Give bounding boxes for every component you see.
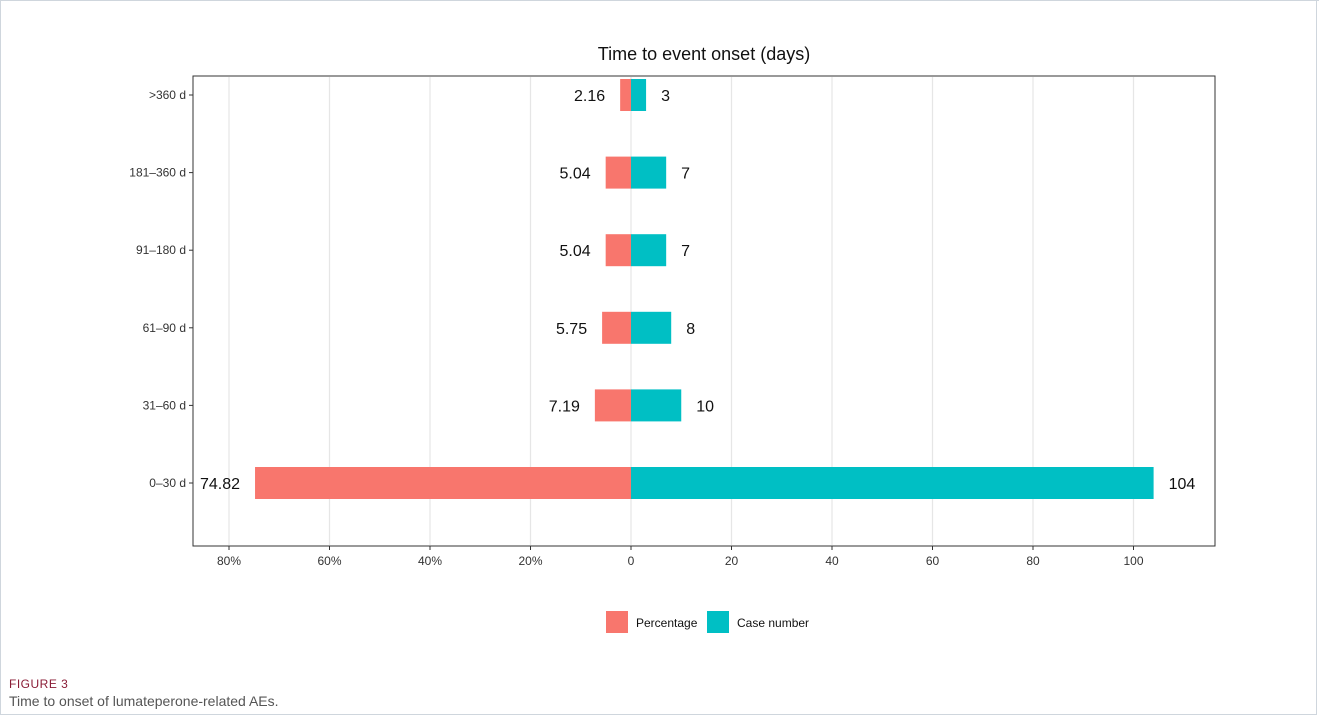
bar-percentage	[605, 156, 631, 189]
bar-case-number	[631, 156, 667, 189]
bar-case-number	[631, 311, 672, 344]
time-to-onset-chart: Time to event onset (days) 74.82 104 7.19 1…	[129, 44, 1216, 633]
data-label-case-number: 104	[1169, 476, 1196, 493]
x-tick-label: 40%	[418, 554, 442, 568]
data-label-percentage: 5.04	[560, 243, 591, 260]
bar-case-number	[631, 467, 1154, 499]
legend: Percentage Case number	[606, 611, 809, 633]
x-tick-label: 100	[1123, 554, 1143, 568]
x-tick-label: 80%	[217, 554, 241, 568]
bar-case-number	[631, 389, 682, 422]
bar-case-number	[631, 234, 667, 267]
data-label-percentage: 5.04	[560, 166, 591, 183]
x-tick-label: 80	[1026, 554, 1040, 568]
y-tick-label: 91–180 d	[136, 243, 186, 257]
figure-caption: Time to onset of lumateperone-related AE…	[9, 693, 279, 709]
bar-percentage	[605, 234, 631, 267]
y-tick-label: 0–30 d	[149, 476, 186, 490]
data-label-case-number: 10	[696, 398, 714, 415]
data-label-case-number: 8	[686, 321, 695, 338]
legend-label: Percentage	[636, 616, 698, 630]
bar-percentage	[255, 467, 632, 499]
legend-key-percentage	[606, 611, 628, 633]
data-label-percentage: 2.16	[574, 88, 605, 105]
data-label-percentage: 5.75	[556, 321, 587, 338]
figure-label: FIGURE 3	[9, 677, 69, 691]
x-tick-label: 20%	[518, 554, 542, 568]
x-tick-label: 0	[628, 554, 635, 568]
y-tick-label: 181–360 d	[129, 166, 186, 180]
data-label-case-number: 3	[661, 88, 670, 105]
bar-percentage	[594, 389, 631, 422]
legend-label: Case number	[737, 616, 809, 630]
bar-percentage	[620, 79, 631, 111]
x-tick-label: 60%	[317, 554, 341, 568]
bar-case-number	[631, 79, 647, 111]
data-label-case-number: 7	[681, 243, 690, 260]
chart-title: Time to event onset (days)	[598, 44, 810, 64]
x-axis: 80% 60% 40% 20% 0 20 40 60 80 100	[217, 546, 1144, 568]
y-tick-label: 31–60 d	[143, 398, 186, 412]
y-tick-label: >360 d	[149, 88, 186, 102]
data-label-percentage: 7.19	[549, 398, 580, 415]
bars: 74.82 104 7.19 10 5.75 8 5.04 7 5.04 7 2.16 3	[200, 79, 1195, 499]
y-axis: 0–30 d 31–60 d 61–90 d 91–180 d 181–360 d >36…	[129, 88, 193, 490]
x-tick-label: 60	[926, 554, 940, 568]
x-tick-label: 40	[825, 554, 839, 568]
legend-key-case-number	[707, 611, 729, 633]
plot-panel-border	[192, 75, 1216, 547]
top-rule	[0, 0, 1319, 1]
x-tick-label: 20	[725, 554, 739, 568]
data-label-case-number: 7	[681, 166, 690, 183]
y-tick-label: 61–90 d	[143, 321, 186, 335]
data-label-percentage: 74.82	[200, 476, 240, 493]
bar-percentage	[602, 311, 631, 344]
